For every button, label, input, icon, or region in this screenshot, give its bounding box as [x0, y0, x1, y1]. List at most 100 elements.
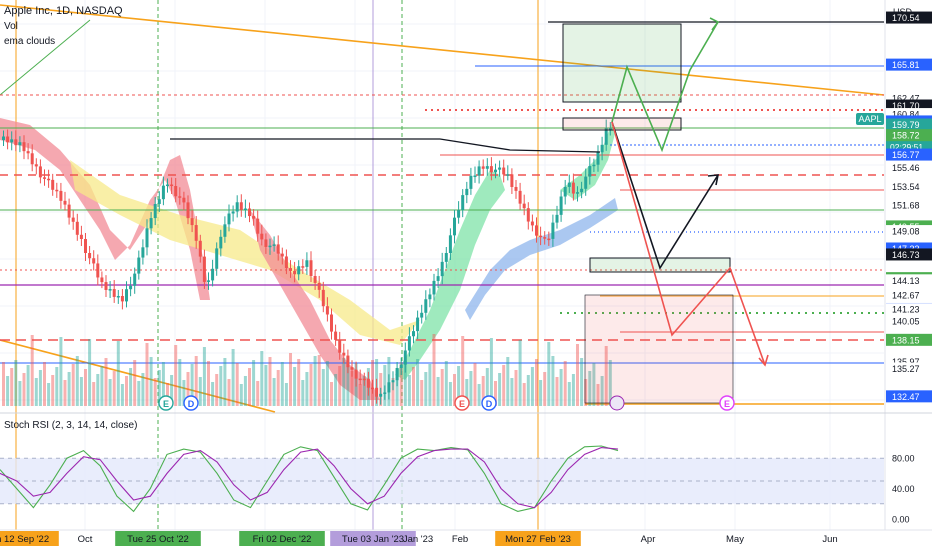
resistance-line [170, 138, 601, 153]
candle-body [338, 339, 342, 353]
volume-bar [120, 384, 124, 406]
volume-bar [43, 362, 46, 406]
volume-bar [231, 349, 235, 406]
volume-bar [596, 384, 600, 406]
volume-bar [608, 360, 612, 406]
price-label-bg [886, 362, 932, 375]
candle-body [84, 239, 87, 253]
indicator-vol[interactable]: Vol [4, 21, 18, 32]
candle-body [448, 235, 452, 253]
demand-box [589, 257, 731, 273]
candle-body [461, 195, 465, 211]
candle-body [518, 190, 522, 204]
volume-bar [498, 373, 502, 406]
candle-body [268, 245, 272, 248]
candle-body [202, 256, 206, 282]
volume-bar [207, 361, 210, 406]
chart-legend: Apple Inc, 1D, NASDAQ Vol ema clouds [4, 4, 123, 49]
ema-cloud-4 [395, 170, 505, 380]
time-label: Oct [78, 534, 93, 545]
volume-bar [506, 357, 510, 406]
candle-body [170, 184, 174, 187]
indicator-ema-clouds[interactable]: ema clouds [4, 36, 56, 47]
candle-body [514, 186, 518, 191]
candle-body [186, 202, 190, 219]
rsi-k-line [0, 445, 619, 513]
candle-body [194, 225, 198, 241]
candle-body [580, 188, 584, 193]
volume-bar [239, 384, 243, 406]
candle-body [145, 228, 149, 248]
volume-bar [559, 369, 563, 406]
volume-bar [227, 379, 231, 406]
volume-bar [469, 371, 473, 406]
candle-body [383, 392, 387, 394]
candle-body [133, 273, 137, 286]
volume-bar [186, 372, 190, 406]
candle-body [211, 268, 215, 281]
price-label-bg [886, 148, 932, 161]
candle-body [137, 257, 141, 274]
price-label-bg [886, 248, 932, 261]
volume-bar [166, 383, 169, 406]
volume-bar [243, 376, 247, 406]
volume-bar [67, 372, 71, 406]
candle-body [440, 261, 444, 277]
volume-bar [157, 370, 161, 406]
volume-bar [63, 380, 67, 406]
volume-bar [84, 369, 87, 406]
candle-body [481, 166, 485, 169]
candle-body [149, 218, 153, 229]
candle-body [10, 139, 14, 143]
volume-bar [465, 379, 469, 406]
volume-bar [141, 373, 145, 406]
candle-body [297, 266, 301, 275]
time-label: Jun [822, 534, 837, 545]
price-label-bg [886, 118, 932, 131]
symbol-title[interactable]: Apple Inc, 1D, NASDAQ [4, 5, 123, 17]
volume-bar [346, 357, 350, 406]
volume-bar [75, 356, 79, 406]
event-marker-label: D [486, 399, 493, 409]
candle-body [47, 178, 51, 181]
rsi-tick-label: 80.00 [892, 454, 915, 464]
candle-body [526, 208, 530, 222]
candle-body [129, 285, 133, 290]
price-label: 146.73 [892, 250, 920, 260]
volume-bar [18, 381, 22, 406]
candle-body [309, 260, 313, 276]
volume-bar [440, 369, 444, 406]
volume-bar [543, 372, 547, 406]
candle-body [596, 152, 600, 165]
candle-body [51, 179, 55, 190]
rsi-legend[interactable]: Stoch RSI (2, 3, 14, 14, close) [4, 420, 138, 431]
volume-bar [22, 373, 26, 406]
rsi-d-line [0, 447, 619, 509]
candle-body [379, 393, 383, 397]
candle-body [104, 282, 108, 290]
price-label: 156.77 [892, 150, 920, 160]
volume-bar [10, 368, 14, 406]
price-label-bg [886, 199, 932, 212]
candle-body [584, 176, 588, 189]
volume-bar [325, 361, 329, 406]
price-countdown: 02:29:51 [890, 142, 923, 152]
volume-bar [38, 370, 42, 406]
price-label: 158.72 [892, 131, 920, 141]
candle-body [473, 175, 477, 178]
volume-bar [6, 376, 10, 406]
candle-body [469, 175, 473, 189]
candle-body [407, 336, 411, 351]
volume-bar [112, 371, 116, 406]
volume-bar [510, 378, 514, 406]
price-label: 144.13 [892, 276, 920, 286]
volume-bar [149, 357, 153, 406]
volume-bar [473, 363, 477, 406]
scenario-path-black [611, 121, 719, 270]
candle-body [26, 151, 30, 154]
volume-bar [219, 366, 223, 406]
volume-bar [198, 377, 202, 406]
volume-bar [600, 376, 604, 406]
price-label: 160.84 [892, 110, 920, 120]
